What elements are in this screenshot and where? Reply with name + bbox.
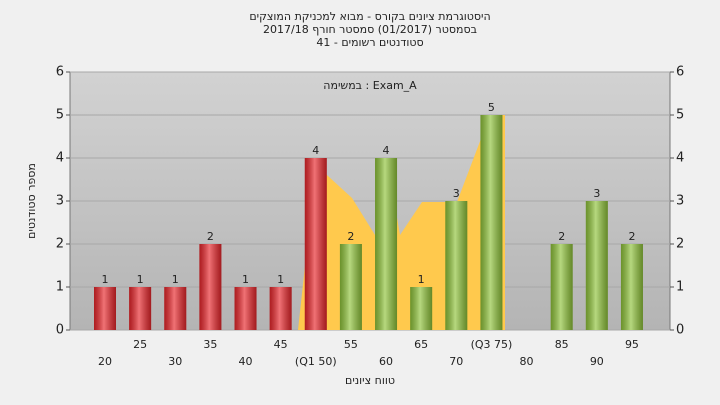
- bar: [94, 287, 116, 330]
- chart-title: היסטוגרמת ציונים בקורס - מבוא למכניקת המ…: [249, 10, 490, 23]
- y-tick-label: 4: [56, 151, 64, 166]
- data-label: 3: [593, 187, 600, 200]
- x-tick-label: 20: [98, 355, 112, 368]
- data-label: 2: [628, 230, 635, 243]
- data-label: 1: [172, 273, 179, 286]
- x-tick-label: 45: [274, 338, 288, 351]
- data-label: 1: [277, 273, 284, 286]
- y-tick-label: 2: [56, 237, 64, 252]
- bar: [480, 115, 503, 330]
- y-axis-label: מספר סטודנטים: [25, 163, 38, 239]
- bar: [164, 287, 187, 330]
- y2-tick-label: 6: [676, 65, 684, 80]
- data-label: 1: [137, 273, 144, 286]
- x-tick-label: 95: [625, 338, 639, 351]
- y2-tick-label: 0: [676, 323, 684, 338]
- x-tick-label: 25: [133, 338, 147, 351]
- x-tick-label: 65: [414, 338, 428, 351]
- bar: [375, 158, 398, 330]
- data-label: 1: [242, 273, 249, 286]
- bar: [620, 244, 643, 330]
- bar: [445, 201, 468, 330]
- x-tick-label: 30: [168, 355, 182, 368]
- y2-tick-label: 5: [676, 108, 684, 123]
- x-tick-label: 60: [379, 355, 393, 368]
- bar: [585, 201, 608, 330]
- bar: [199, 244, 222, 330]
- x-tick-label: (Q1 50): [295, 355, 337, 368]
- data-label: 2: [207, 230, 214, 243]
- annotation: במשימה : Exam_A: [323, 79, 417, 92]
- bar: [304, 158, 327, 330]
- y2-tick-label: 4: [676, 151, 684, 166]
- chart-subtitle: סטודנטים רשומים - 41: [316, 36, 423, 49]
- bar: [339, 244, 362, 330]
- x-tick-label: 55: [344, 338, 358, 351]
- y-tick-label: 0: [56, 323, 64, 338]
- data-label: 5: [488, 101, 495, 114]
- chart-subtitle: בסמסטר (01/2017) סמסטר חורף 2017/18: [263, 23, 477, 36]
- data-label: 3: [453, 187, 460, 200]
- bar: [129, 287, 152, 330]
- y-tick-label: 5: [56, 108, 64, 123]
- y2-tick-label: 3: [676, 194, 684, 209]
- x-tick-label: 90: [590, 355, 604, 368]
- y2-tick-label: 1: [676, 280, 684, 295]
- data-label: 4: [312, 144, 319, 157]
- bar: [234, 287, 257, 330]
- y-tick-label: 3: [56, 194, 64, 209]
- bar: [550, 244, 573, 330]
- y-tick-label: 1: [56, 280, 64, 295]
- x-tick-label: 70: [449, 355, 463, 368]
- y2-tick-label: 2: [676, 237, 684, 252]
- x-tick-label: 80: [520, 355, 534, 368]
- x-tick-label: (Q3 75): [471, 338, 513, 351]
- data-label: 1: [418, 273, 425, 286]
- data-label: 4: [383, 144, 390, 157]
- y-tick-label: 6: [56, 65, 64, 80]
- data-label: 2: [558, 230, 565, 243]
- data-label: 2: [347, 230, 354, 243]
- x-axis-label: טווח ציונים: [345, 374, 395, 387]
- x-tick-label: 35: [203, 338, 217, 351]
- x-tick-label: 85: [555, 338, 569, 351]
- x-tick-label: 40: [239, 355, 253, 368]
- bar: [410, 287, 433, 330]
- bar: [269, 287, 292, 330]
- data-label: 1: [102, 273, 109, 286]
